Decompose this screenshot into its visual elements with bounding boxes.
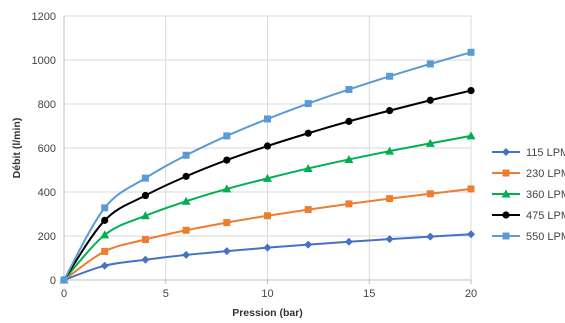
legend-label: 230 LPM (526, 168, 565, 180)
legend-item: 230 LPM (492, 168, 565, 180)
data-point (304, 100, 312, 108)
legend-item: 475 LPM (492, 210, 565, 222)
data-point (426, 232, 435, 241)
data-point (466, 131, 476, 140)
data-point (385, 235, 394, 244)
x-axis-title: Pression (bar) (232, 307, 303, 319)
legend-marker (502, 211, 510, 219)
data-point (60, 276, 68, 284)
data-point (467, 48, 475, 56)
legend-label: 360 LPM (526, 189, 565, 201)
data-point (141, 255, 150, 264)
data-point (467, 230, 475, 239)
data-point (304, 206, 312, 214)
legend-marker (502, 232, 510, 240)
data-point (223, 156, 231, 164)
data-point (426, 190, 434, 198)
data-point (263, 243, 272, 252)
series-1 (60, 185, 475, 284)
y-tick-label: 200 (38, 231, 56, 243)
data-point (426, 96, 434, 104)
legend-marker (502, 169, 510, 177)
x-tick-label: 0 (61, 288, 67, 300)
data-point (101, 247, 109, 255)
legend-label: 115 LPM (526, 147, 565, 159)
data-point (467, 86, 475, 95)
data-point (182, 226, 190, 234)
data-point (100, 261, 109, 270)
data-point (182, 151, 190, 159)
legend-item: 360 LPM (492, 189, 565, 201)
data-point (425, 138, 435, 147)
data-point (264, 115, 271, 123)
data-point (426, 60, 434, 68)
data-point (141, 191, 149, 200)
series-4 (60, 48, 475, 284)
data-point (140, 211, 150, 220)
data-point (386, 72, 394, 80)
y-axis-title: Débit (l/min) (11, 118, 23, 179)
data-point (223, 132, 231, 140)
series-0 (60, 230, 475, 284)
y-tick-label: 1000 (32, 55, 56, 67)
legend-item: 115 LPM (492, 147, 565, 159)
data-point (101, 204, 109, 212)
y-tick-label: 0 (50, 275, 56, 287)
data-point (304, 240, 313, 249)
y-tick-label: 600 (38, 143, 56, 155)
data-point (467, 185, 475, 193)
series-3 (60, 86, 475, 284)
data-point (344, 154, 354, 163)
data-point (182, 250, 191, 259)
x-tick-label: 15 (363, 288, 375, 300)
legend: 115 LPM 230 LPM 360 LPM 475 LPM 550 LPM (492, 147, 565, 243)
legend-marker (501, 189, 511, 198)
data-point (222, 184, 232, 193)
x-tick-label: 20 (465, 288, 477, 300)
data-point (222, 247, 231, 256)
legend-label: 550 LPM (526, 231, 565, 243)
series-2 (59, 131, 476, 284)
y-tick-label: 1200 (32, 11, 56, 23)
x-tick-label: 10 (261, 288, 273, 300)
data-point (223, 219, 231, 227)
data-point (101, 216, 109, 224)
data-point (345, 200, 353, 208)
data-point (264, 212, 271, 220)
data-point (141, 236, 149, 244)
data-point (344, 237, 353, 246)
y-tick-label: 800 (38, 99, 56, 111)
data-point (386, 107, 394, 115)
x-tick-label: 5 (163, 288, 169, 300)
data-point (100, 230, 110, 239)
data-point (141, 174, 149, 182)
data-point (345, 117, 353, 125)
legend-item: 550 LPM (492, 231, 565, 243)
data-point (182, 172, 190, 180)
data-point (181, 196, 191, 205)
data-point (263, 142, 272, 150)
data-point (304, 129, 312, 137)
data-point (385, 146, 395, 155)
y-tick-label: 400 (38, 187, 56, 199)
data-point (303, 163, 313, 172)
data-point (345, 85, 353, 93)
series-group (59, 48, 476, 284)
data-point (263, 173, 272, 182)
axes: 0 200 400 600 800 1000 1200 0 5 10 15 20 (32, 11, 478, 300)
legend-marker (502, 148, 510, 156)
legend-label: 475 LPM (526, 210, 565, 222)
data-point (386, 195, 394, 203)
